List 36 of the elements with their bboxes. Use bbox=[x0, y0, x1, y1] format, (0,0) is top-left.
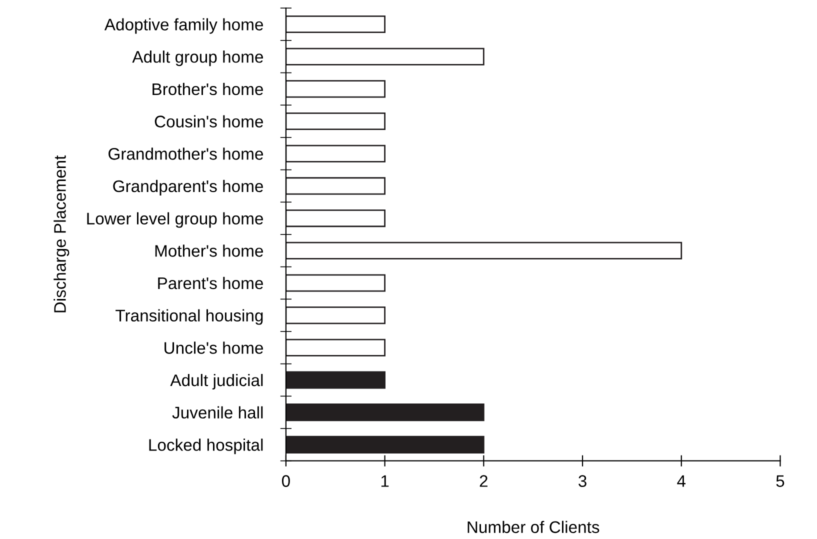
y-tick-label: Transitional housing bbox=[116, 309, 263, 325]
y-tick-label: Grandparent's home bbox=[113, 180, 263, 196]
bar bbox=[286, 436, 484, 454]
x-axis-title: Number of Clients bbox=[468, 520, 600, 534]
bar bbox=[286, 338, 386, 356]
y-tick-label: Adult judicial bbox=[170, 374, 263, 390]
bar bbox=[286, 306, 386, 324]
y-tick-label: Parent's home bbox=[158, 276, 263, 290]
y-tick-label: Cousin's home bbox=[154, 115, 263, 128]
x-tick-label: 4 bbox=[677, 475, 686, 487]
bar bbox=[286, 371, 386, 389]
bar bbox=[286, 274, 386, 292]
bar bbox=[286, 404, 484, 422]
x-tick-label: 3 bbox=[578, 475, 586, 487]
y-tick-label: Lower level group home bbox=[87, 212, 263, 228]
y-tick-label: Brother's home bbox=[152, 82, 263, 96]
x-tick-label: 1 bbox=[381, 475, 389, 487]
y-tick-label: Mother's home bbox=[155, 244, 263, 257]
y-axis-title: Discharge Placement bbox=[54, 155, 70, 312]
x-tick-label: 2 bbox=[480, 475, 488, 487]
y-tick-label: Uncle's home bbox=[164, 342, 263, 354]
bar bbox=[286, 242, 682, 260]
y-tick-label: Grandmother's home bbox=[108, 148, 263, 160]
x-tick-label: 0 bbox=[282, 475, 290, 487]
y-tick-label: Locked hospital bbox=[149, 438, 263, 454]
x-tick-label: 5 bbox=[776, 475, 784, 487]
bar bbox=[286, 210, 386, 228]
bar bbox=[286, 48, 484, 66]
bar bbox=[286, 144, 386, 162]
bar bbox=[286, 15, 386, 34]
bar bbox=[286, 80, 386, 98]
bar bbox=[286, 112, 386, 130]
y-tick-label: Adult group home bbox=[132, 50, 263, 66]
y-tick-label: Juvenile hall bbox=[172, 406, 263, 419]
y-tick-label: Adoptive family home bbox=[104, 18, 263, 34]
bar bbox=[286, 177, 386, 195]
